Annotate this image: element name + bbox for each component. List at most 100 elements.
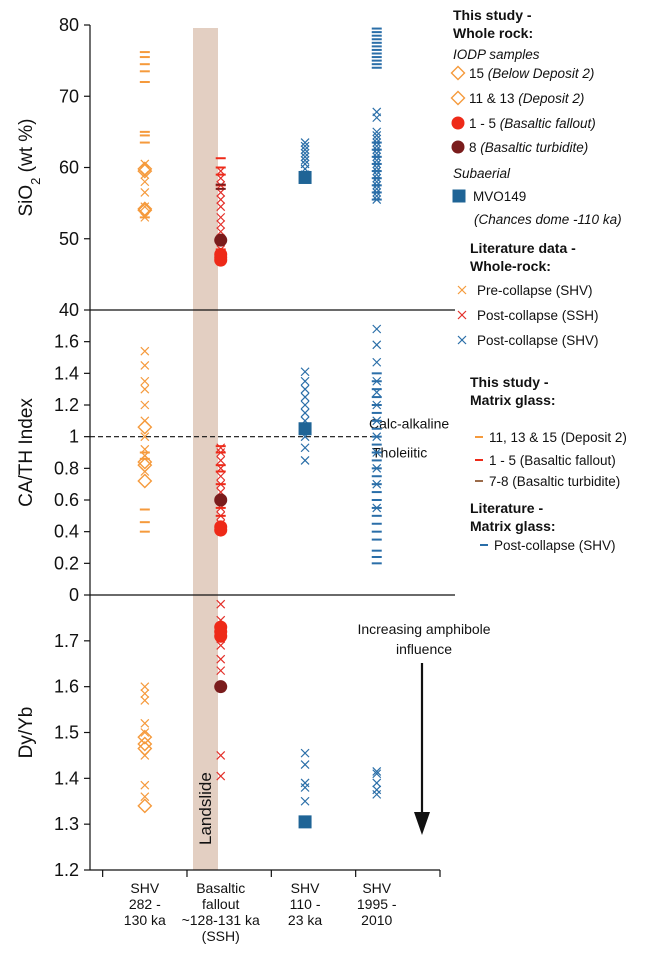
category-label-2-line-1: 110 - — [290, 896, 321, 912]
panel-0-point-post_collapse_shv-x-8-4-b — [300, 152, 310, 162]
legend-mvo149-label: MVO149 — [473, 189, 526, 204]
panel-0-y-tick-label-1: 50 — [59, 229, 79, 249]
legend-whole-rock-heading: This study - Whole rock: — [453, 7, 533, 41]
category-label-0-line-0: SHV — [130, 880, 159, 896]
category-label-1-line-0: Basaltic — [196, 880, 245, 896]
panel-2-point-pre_collapse_shv-x-0-5 — [140, 695, 150, 705]
legend-whole-rock-desc-1: (Deposit 2) — [518, 91, 584, 106]
legend-whole-rock-marker-3 — [451, 140, 465, 154]
panel-1-y-tick-label-8: 1.6 — [54, 332, 79, 352]
panel-1-point-pre_collapse_shv-x-0-9-b — [140, 346, 150, 356]
panel-0-point-pre_collapse_shv-x-0-3 — [140, 177, 150, 187]
legend-literature-glass-label-0: Post-collapse (SHV) — [494, 538, 616, 553]
panel-0-point-post_collapse_shv-x-8-7-b — [300, 141, 310, 151]
panel-0-y-tick-label-3: 70 — [59, 86, 79, 106]
panel-1-point-post_collapse_shv-x-7-9-b — [300, 376, 310, 386]
panel-1-point-pre_collapse_shv-x-0-5 — [140, 400, 150, 410]
legend-matrix-glass-label-1: 1 - 5 (Basaltic fallout) — [489, 453, 616, 468]
panel-1-point-post_collapse_shv-x-9-10-b — [372, 340, 382, 350]
panel-1-point-post_collapse_shv-x-7-6-b — [300, 400, 310, 410]
amphibole-annotation: Increasing amphibole influence — [357, 621, 490, 657]
legend-literature-wr-marker-1 — [457, 310, 467, 320]
panel-2-point-post_collapse_shv-x-7-1-b — [372, 785, 382, 795]
panel-2-y-title: Dy/Yb — [16, 707, 37, 759]
background-layer: Landslide — [193, 28, 218, 870]
panel-0-y-title-end: (wt %) — [16, 118, 37, 177]
panel-2-point-post_collapse_shv-x-5-3 — [300, 760, 310, 770]
legend-literature-glass-heading: Literature - Matrix glass: — [470, 500, 556, 534]
panel-0-y-title-sub: 2 — [28, 178, 43, 185]
panel-2-point-pre_collapse_shv-x-0-4-b — [140, 718, 150, 728]
legend-matrix-glass-heading-line-1: Matrix glass: — [470, 392, 556, 408]
category-label-1-line-2: ~128-131 ka — [182, 912, 260, 928]
panel-0-point-mvo149-square-9-0 — [298, 170, 312, 184]
category-label-2-line-2: 23 ka — [288, 912, 322, 928]
category-label-0: SHV 282 -130 ka — [124, 880, 166, 928]
panel-0-point-post_collapse_ssh-x-3-3 — [216, 220, 226, 229]
legend-literature-wr-label-2: Post-collapse (SHV) — [477, 333, 599, 348]
panel-2-point-post_collapse_shv-x-7-2 — [372, 778, 382, 788]
panel-2-point-post_collapse_ssh-x-2-2-b — [216, 666, 226, 676]
panel-1-point-post_collapse_shv-x-7-1 — [300, 443, 310, 453]
legend-whole-rock-heading-line-0: This study - — [453, 7, 532, 23]
panel-0-point-post_collapse_shv-x-8-5 — [300, 148, 310, 158]
panel-0-point-post_collapse_shv-x-8-2-b — [300, 159, 310, 169]
panel-1-point-post_collapse_shv-x-9-11 — [372, 324, 382, 334]
panel-1-point-post_collapse_shv-x-7-5 — [300, 408, 310, 418]
category-label-1-line-3: (SSH) — [202, 928, 240, 944]
panel-2-point-basaltic_fallout-circle-3-2 — [214, 620, 228, 634]
calc-alkaline-label: Calc-alkaline — [369, 416, 449, 432]
panel-2-point-pre_collapse_shv-x-0-1 — [140, 780, 150, 790]
panel-0-point-post_collapse_shv-x-8-7 — [300, 141, 310, 151]
panel-2-y-tick-label-1: 1.3 — [54, 814, 79, 834]
panel-0-point-post_collapse_ssh-x-3-5 — [216, 202, 226, 212]
panel-0-y-tick-label-2: 60 — [59, 158, 79, 178]
panel-1-point-post_collapse_shv-x-7-5-b — [300, 408, 310, 418]
panel-0-point-pre_collapse_shv-diamond-2-3 — [137, 161, 153, 177]
legend-whole-rock-marker-0 — [450, 65, 466, 81]
legend-whole-rock-item-1: 11 & 13 (Deposit 2) — [469, 91, 584, 106]
panel-1-y-tick-label-0: 0 — [69, 585, 79, 605]
panel-2-point-pre_collapse_shv-x-0-3-b — [140, 728, 150, 737]
panel-1-point-pre_collapse_shv-x-0-9 — [140, 346, 150, 356]
panel-0-point-post_collapse_ssh-x-3-6-b — [216, 195, 226, 204]
panel-2-point-post_collapse_ssh-x-2-1-b — [216, 750, 226, 760]
legend-whole-rock-num-2: 1 - 5 — [469, 116, 500, 131]
legend-whole-rock-item-3: 8 (Basaltic turbidite) — [469, 140, 588, 155]
panel-2-y-tick-label-2: 1.4 — [54, 768, 79, 788]
panel-0-point-post_collapse_shv-x-8-8 — [300, 138, 310, 147]
panel-2-point-post_collapse_ssh-x-2-4 — [216, 640, 226, 650]
panel-2-point-post_collapse_shv-x-5-2 — [300, 778, 310, 788]
panel-0-point-pre_collapse_shv-x-0-2-b — [140, 188, 150, 197]
panel-2-point-post_collapse_ssh-x-2-1 — [216, 750, 226, 760]
panel-1-point-pre_collapse_shv-diamond-2-3 — [137, 419, 153, 435]
panel-1-point-post_collapse_shv-x-7-7-b — [300, 392, 310, 402]
legend-literature-glass-heading-line-1: Matrix glass: — [470, 518, 556, 534]
panel-1-point-basaltic_turbidite-circle-6-0 — [214, 493, 228, 507]
panel-2-point-post_collapse_shv-x-7-0 — [372, 789, 382, 799]
category-label-2-line-0: SHV — [291, 880, 320, 896]
tholeiitic-label: Tholeiitic — [372, 445, 427, 461]
panel-1-y-tick-label-3: 0.6 — [54, 490, 79, 510]
legend-subaerial-heading: Subaerial — [453, 166, 511, 181]
panel-1-y-tick-label-5: 1 — [69, 427, 79, 447]
panel-1-y-tick-label-6: 1.2 — [54, 395, 79, 415]
panel-1-point-post_collapse_ssh-x-3-5-b — [216, 471, 226, 481]
panel-0-point-post_collapse_shv-x-10-18-b — [372, 131, 382, 140]
legend-literature-whole-rock-heading-line-1: Whole-rock: — [470, 258, 551, 274]
panel-2-point-pre_collapse_shv-x-0-6-b — [140, 689, 150, 698]
panel-1-point-post_collapse_ssh-x-3-9-b — [216, 443, 226, 453]
panel-0-point-post_collapse_shv-x-8-6-b — [300, 145, 310, 155]
panel-1-point-post_collapse_shv-x-7-0 — [300, 455, 310, 465]
panel-0-point-post_collapse_ssh-x-3-6 — [216, 195, 226, 204]
legend-literature-wr-marker-2 — [457, 335, 467, 345]
panel-0-point-basaltic_turbidite-circle-7-0 — [214, 233, 228, 247]
panel-2-point-post_collapse_shv-x-5-1 — [300, 783, 310, 792]
panel-1-point-pre_collapse_shv-x-0-8 — [140, 360, 150, 370]
legend-whole-rock-num-0: 15 — [469, 66, 488, 81]
panel-1-point-mvo149-square-8-0 — [298, 422, 312, 436]
legend-whole-rock-num-1: 11 & 13 — [469, 91, 518, 106]
legend-whole-rock-item-0: 15 (Below Deposit 2) — [469, 66, 594, 81]
panel-0-point-post_collapse_shv-x-8-2 — [300, 159, 310, 169]
